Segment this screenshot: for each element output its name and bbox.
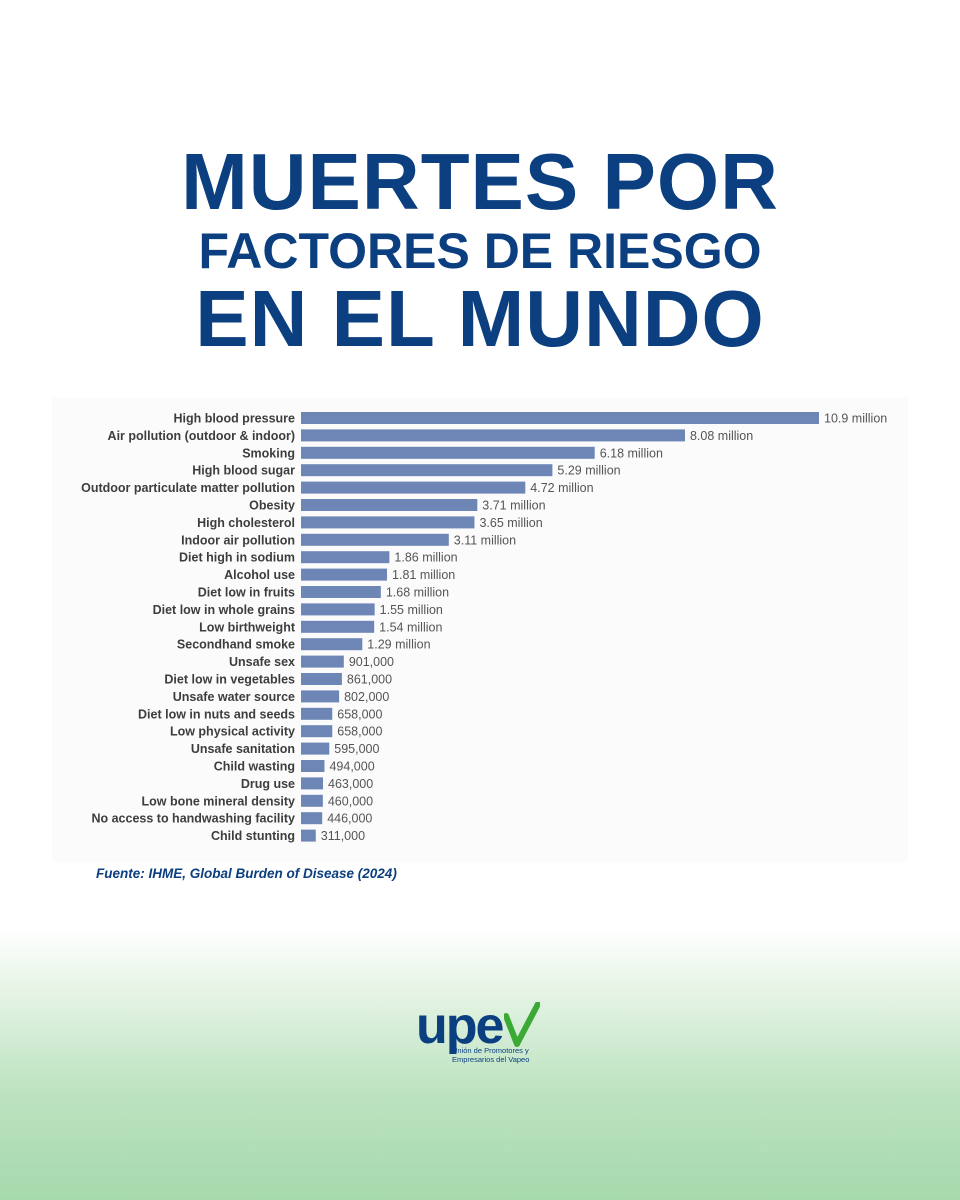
category-label: Low physical activity — [170, 725, 295, 739]
category-label: High cholesterol — [197, 516, 295, 530]
value-label: 1.68 million — [386, 586, 449, 600]
value-label: 3.65 million — [479, 516, 542, 530]
category-label: Unsafe sanitation — [191, 742, 295, 756]
value-label: 1.86 million — [394, 551, 457, 565]
category-label: Secondhand smoke — [177, 638, 295, 652]
category-label: Diet high in sodium — [179, 551, 295, 565]
check-icon — [504, 1002, 540, 1047]
category-label: Air pollution (outdoor & indoor) — [108, 429, 295, 443]
value-label: 8.08 million — [690, 429, 753, 443]
category-label: Alcohol use — [224, 568, 295, 582]
bar — [301, 655, 344, 668]
category-label: Low birthweight — [199, 620, 296, 634]
value-label: 4.72 million — [530, 481, 593, 495]
title-line-2: FACTORES DE RIESGO — [198, 223, 762, 279]
bar — [301, 707, 333, 720]
logo-tagline-line-2: Empresarios del Vapeo — [452, 1055, 530, 1064]
bar — [301, 499, 478, 511]
value-label: 658,000 — [337, 707, 382, 721]
bar — [301, 777, 324, 790]
bar — [301, 794, 323, 807]
category-label: Outdoor particulate matter pollution — [81, 481, 295, 495]
bar — [301, 481, 526, 494]
category-label: No access to handwashing facility — [91, 812, 295, 826]
title-line-1: MUERTES POR — [181, 137, 779, 226]
category-label: Indoor air pollution — [181, 533, 295, 547]
value-label: 901,000 — [349, 655, 394, 669]
category-label: Child wasting — [214, 760, 295, 774]
bar — [301, 638, 363, 651]
category-label: Drug use — [241, 777, 295, 791]
value-label: 494,000 — [329, 760, 374, 774]
category-label: High blood pressure — [173, 412, 295, 426]
category-label: Child stunting — [211, 829, 295, 843]
logo-tagline-line-1: Unión de Promotores y — [452, 1046, 529, 1055]
bar — [301, 620, 375, 633]
bar — [301, 673, 342, 685]
category-label: Diet low in vegetables — [164, 673, 295, 687]
bar — [301, 568, 388, 581]
bar — [301, 551, 390, 564]
chart-panel: High blood pressure 10.9 million Air pollu… — [52, 398, 908, 862]
risk-factor-bar-chart: High blood pressure 10.9 million Air pollu… — [81, 412, 887, 844]
bar — [301, 725, 333, 738]
page-title: MUERTES POR FACTORES DE RIESGO EN EL MUN… — [0, 137, 960, 363]
bar — [301, 464, 553, 477]
category-label: Obesity — [249, 499, 295, 513]
value-label: 802,000 — [344, 690, 389, 704]
value-label: 446,000 — [327, 812, 372, 826]
bar — [301, 533, 449, 546]
bar — [301, 742, 330, 755]
bar — [301, 412, 819, 424]
value-label: 10.9 million — [824, 412, 887, 426]
bar — [301, 586, 381, 598]
category-label: Unsafe sex — [229, 655, 295, 669]
value-label: 311,000 — [321, 829, 365, 843]
value-label: 6.18 million — [600, 446, 663, 460]
value-label: 861,000 — [347, 673, 392, 687]
category-label: Smoking — [242, 446, 295, 460]
value-label: 463,000 — [328, 777, 373, 791]
title-line-3: EN EL MUNDO — [195, 274, 765, 363]
category-label: Diet low in whole grains — [153, 603, 295, 617]
category-label: Unsafe water source — [173, 690, 295, 704]
value-label: 5.29 million — [557, 464, 620, 478]
upev-logo: upe Unión de Promotores y Empresarios de… — [400, 996, 560, 1076]
value-label: 658,000 — [337, 725, 382, 739]
source-note: Fuente: IHME, Global Burden of Disease (… — [96, 866, 397, 881]
bar — [301, 829, 316, 842]
value-label: 1.29 million — [367, 638, 430, 652]
value-label: 1.54 million — [379, 620, 442, 634]
value-label: 1.81 million — [392, 568, 455, 582]
value-label: 3.11 million — [454, 533, 516, 547]
value-label: 595,000 — [334, 742, 379, 756]
logo-tagline: Unión de Promotores y Empresarios del Va… — [452, 1046, 529, 1064]
category-label: Diet low in fruits — [198, 586, 295, 600]
bar — [301, 446, 595, 459]
bar — [301, 812, 323, 825]
category-label: Low bone mineral density — [142, 794, 296, 808]
logo-wordmark: upe — [416, 997, 504, 1055]
value-label: 1.55 million — [380, 603, 443, 617]
bar — [301, 603, 375, 616]
value-label: 460,000 — [328, 794, 373, 808]
bar — [301, 690, 340, 703]
bar — [301, 516, 475, 529]
bar — [301, 760, 325, 772]
value-label: 3.71 million — [482, 499, 545, 513]
bar — [301, 429, 685, 442]
category-label: Diet low in nuts and seeds — [138, 707, 295, 721]
category-label: High blood sugar — [192, 464, 295, 478]
